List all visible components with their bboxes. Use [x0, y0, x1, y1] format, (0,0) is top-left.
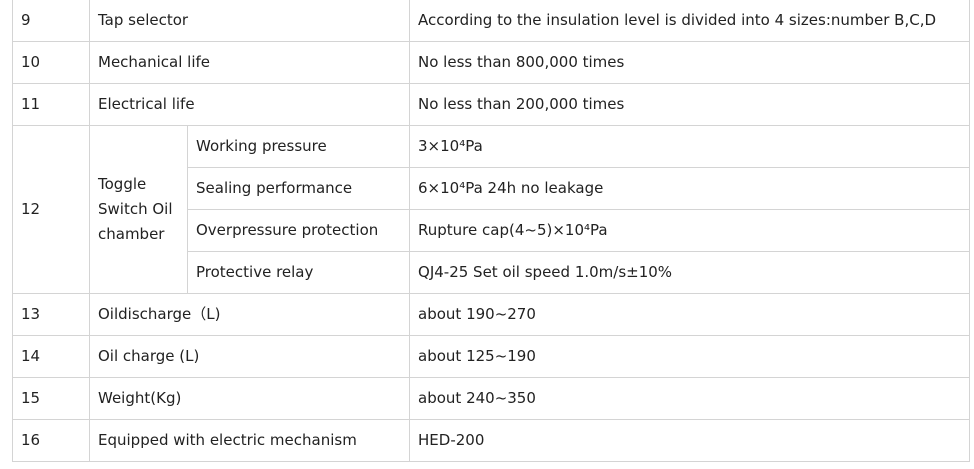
table-row: 15 Weight(Kg) about 240~350: [12, 377, 971, 420]
item-name: Oildischarge（L): [88, 293, 411, 336]
group-title: Toggle Switch Oil chamber: [89, 125, 188, 294]
table-row: 10 Mechanical life No less than 800,000 …: [12, 41, 971, 84]
item-value: about 125~190: [409, 335, 971, 378]
sub-item-name: Protective relay: [186, 251, 411, 294]
item-value: No less than 800,000 times: [409, 41, 971, 84]
item-name: Mechanical life: [88, 41, 411, 84]
item-value: According to the insulation level is div…: [409, 0, 971, 42]
item-value: 6×10⁴Pa 24h no leakage: [409, 167, 971, 210]
row-number: 13: [12, 293, 90, 336]
row-number: 9: [12, 0, 90, 42]
item-value: HED-200: [409, 419, 971, 462]
item-value: No less than 200,000 times: [409, 83, 971, 126]
item-value: QJ4-25 Set oil speed 1.0m/s±10%: [409, 251, 971, 294]
item-value: about 240~350: [409, 377, 971, 420]
table-row: 11 Electrical life No less than 200,000 …: [12, 83, 971, 126]
row-number: 12: [12, 125, 90, 294]
row-number: 14: [12, 335, 90, 378]
row-number: 11: [12, 83, 90, 126]
row-number: 10: [12, 41, 90, 84]
item-value: 3×10⁴Pa: [409, 125, 971, 168]
table-row: 12 Toggle Switch Oil chamber Working pre…: [12, 125, 971, 294]
item-name: Tap selector: [88, 0, 411, 42]
table-row: 14 Oil charge (L) about 125~190: [12, 335, 971, 378]
table-row: 9 Tap selector According to the insulati…: [12, 0, 971, 42]
row-number: 16: [12, 419, 90, 462]
spec-table: 9 Tap selector According to the insulati…: [12, 0, 971, 462]
row-number: 15: [12, 377, 90, 420]
sub-item-name: Sealing performance: [186, 167, 411, 210]
table-row: Protective relay QJ4-25 Set oil speed 1.…: [13, 251, 971, 294]
table-row: 13 Oildischarge（L) about 190~270: [12, 293, 971, 336]
item-name: Electrical life: [88, 83, 411, 126]
item-name: Oil charge (L): [88, 335, 411, 378]
item-name: Equipped with electric mechanism: [88, 419, 411, 462]
sub-item-name: Working pressure: [186, 125, 411, 168]
sub-item-name: Overpressure protection: [186, 209, 411, 252]
item-value: Rupture cap(4~5)×10⁴Pa: [409, 209, 971, 252]
table-row: Overpressure protection Rupture cap(4~5)…: [13, 209, 971, 252]
table-row: 16 Equipped with electric mechanism HED-…: [12, 419, 971, 462]
item-value: about 190~270: [409, 293, 971, 336]
item-name: Weight(Kg): [88, 377, 411, 420]
table-row: Sealing performance 6×10⁴Pa 24h no leaka…: [13, 167, 971, 210]
